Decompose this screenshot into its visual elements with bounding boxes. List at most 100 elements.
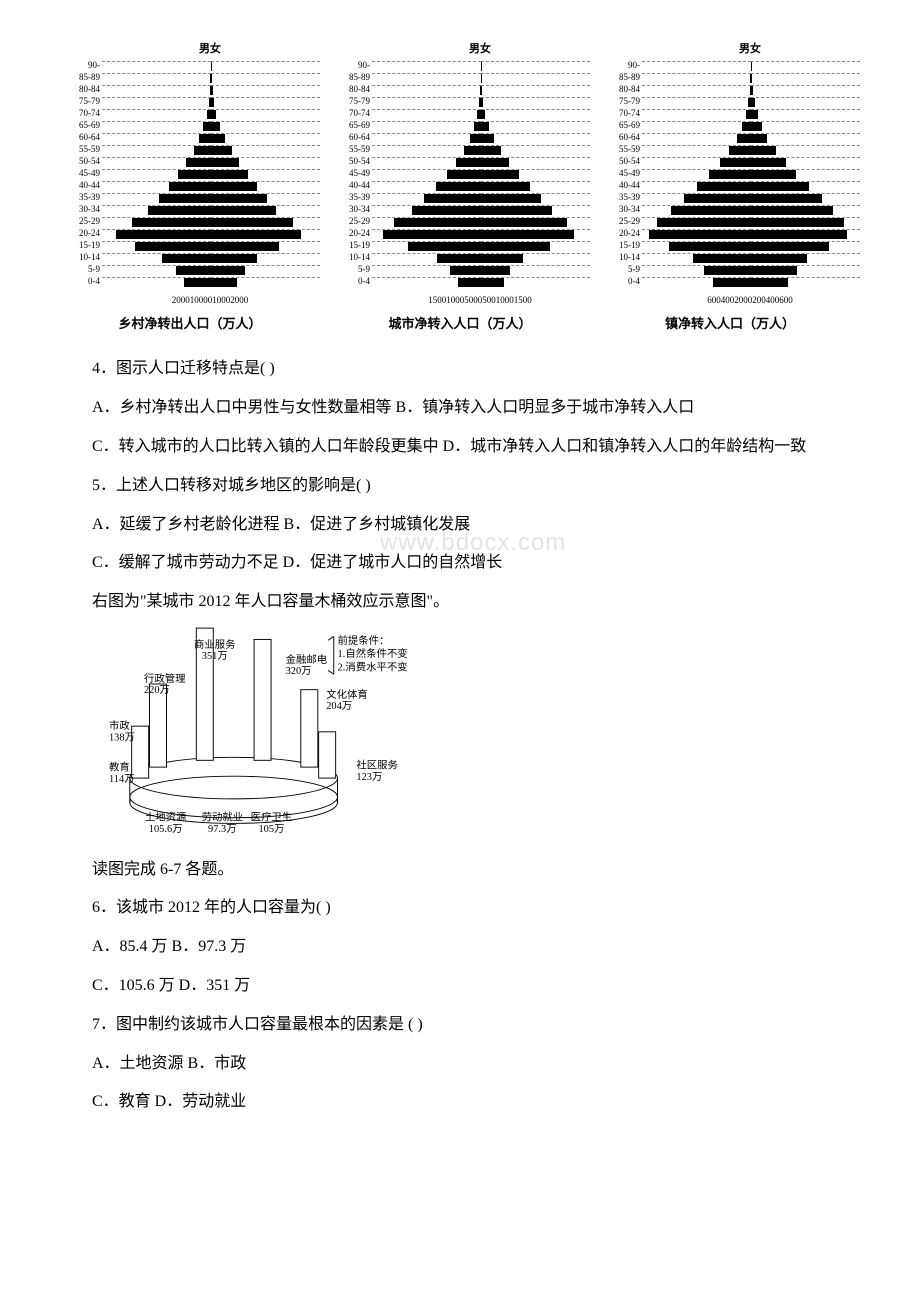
pyramid-female-bar — [211, 265, 320, 275]
pyramid-female-bar — [481, 169, 590, 179]
pyramid-male-bar — [372, 169, 481, 179]
pyramid-male-bar — [642, 181, 751, 191]
svg-text:220万: 220万 — [144, 685, 170, 696]
pyramid-female-bar — [481, 205, 590, 215]
pyramid-age-label: 30-34 — [330, 205, 372, 214]
q4-options-ab: A．乡村净转出人口中男性与女性数量相等 B．镇净转入人口明显多于城市净转入人口 — [60, 394, 860, 423]
pyramid-age-label: 65-69 — [60, 121, 102, 130]
pyramid-female-bar — [751, 217, 860, 227]
pyramid-female-bar — [481, 61, 590, 71]
pyramid-female-bar — [211, 109, 320, 119]
pyramid-male-bar — [102, 73, 211, 83]
pyramid-male-bar — [642, 61, 751, 71]
pyramid-age-label: 65-69 — [600, 121, 642, 130]
pyramid-male-bar — [102, 133, 211, 143]
pyramid-male-bar — [102, 217, 211, 227]
pyramid-male-bar — [102, 241, 211, 251]
pyramid-age-label: 70-74 — [60, 109, 102, 118]
pyramid-female-bar — [211, 157, 320, 167]
q6-stem: 6．该城市 2012 年的人口容量为( ) — [60, 894, 860, 923]
pyramid-age-label: 85-89 — [330, 73, 372, 82]
svg-text:351万: 351万 — [202, 651, 228, 662]
pyramid-age-label: 35-39 — [600, 193, 642, 202]
svg-text:320万: 320万 — [286, 666, 312, 677]
svg-text:市政: 市政 — [109, 719, 130, 732]
pyramid-male-bar — [642, 169, 751, 179]
q7-stem: 7．图中制约该城市人口容量最根本的因素是 ( ) — [60, 1011, 860, 1040]
pyramid-age-label: 85-89 — [60, 73, 102, 82]
pyramid-female-bar — [751, 157, 860, 167]
pyramid-female-bar — [211, 85, 320, 95]
pyramid-female-bar — [211, 73, 320, 83]
pyramid-female-bar — [481, 241, 590, 251]
q7-options-cd: C．教育 D．劳动就业 — [60, 1088, 860, 1117]
q7-options-ab: A．土地资源 B．市政 — [60, 1050, 860, 1079]
pyramid-age-label: 60-64 — [330, 133, 372, 142]
pyramid-female-bar — [481, 121, 590, 131]
pyramid-female-bar — [211, 133, 320, 143]
pyramid-age-label: 90- — [600, 61, 642, 70]
pyramid-age-label: 30-34 — [60, 205, 102, 214]
pyramid-age-label: 50-54 — [60, 157, 102, 166]
q5-options-cd: C．缓解了城市劳动力不足 D．促进了城市人口的自然增长 — [60, 549, 860, 578]
pyramid-male-bar — [102, 85, 211, 95]
pyramid-age-label: 80-84 — [330, 85, 372, 94]
pyramid-age-label: 55-59 — [60, 145, 102, 154]
pyramid-age-label: 45-49 — [600, 169, 642, 178]
pyramid-age-label: 40-44 — [600, 181, 642, 190]
pyramid-male-bar — [642, 253, 751, 263]
pyramid-male-bar — [372, 205, 481, 215]
pyramid-male-bar — [372, 97, 481, 107]
pyramid-charts-row: 男女90-85-8980-8475-7970-7465-6960-6455-59… — [60, 40, 860, 335]
svg-text:金融邮电: 金融邮电 — [286, 653, 328, 666]
svg-text:教育: 教育 — [109, 761, 130, 774]
pyramid-female-bar — [211, 217, 320, 227]
pyramid-female-bar — [211, 229, 320, 239]
pyramid-male-bar — [102, 145, 211, 155]
pyramid-female-bar — [211, 205, 320, 215]
pyramid-male-bar — [642, 205, 751, 215]
pyramid-age-label: 80-84 — [60, 85, 102, 94]
pyramid-male-bar — [372, 181, 481, 191]
pyramid-male-bar — [642, 265, 751, 275]
pyramid-female-bar — [751, 229, 860, 239]
pyramid-age-label: 10-14 — [600, 253, 642, 262]
pyramid-female-bar — [481, 253, 590, 263]
pyramid-female-bar — [751, 133, 860, 143]
pyramid-female-label: 女 — [210, 40, 221, 60]
pyramid-male-bar — [372, 121, 481, 131]
pyramid-female-bar — [211, 61, 320, 71]
pyramid-age-label: 15-19 — [600, 241, 642, 250]
pyramid-female-bar — [751, 169, 860, 179]
pyramid-female-bar — [751, 253, 860, 263]
pyramid-male-bar — [102, 109, 211, 119]
pyramid-age-label: 25-29 — [330, 217, 372, 226]
pyramid-male-bar — [642, 229, 751, 239]
pyramid-female-bar — [211, 193, 320, 203]
read-note: 读图完成 6-7 各题。 — [60, 856, 860, 885]
pyramid-male-bar — [642, 97, 751, 107]
pyramid-male-bar — [372, 229, 481, 239]
q6-options-ab: A．85.4 万 B．97.3 万 — [60, 933, 860, 962]
pyramid-caption: 镇净转入人口（万人） — [665, 312, 795, 335]
pyramid-age-label: 40-44 — [60, 181, 102, 190]
svg-text:138万: 138万 — [109, 732, 135, 743]
pyramid-chart-city-in: 男女90-85-8980-8475-7970-7465-6960-6455-59… — [330, 40, 590, 335]
pyramid-xaxis: 6004002000200400600 — [707, 292, 793, 308]
watermark-region: A．延缓了乡村老龄化进程 B．促进了乡村城镇化发展 C．缓解了城市劳动力不足 D… — [60, 511, 860, 579]
pyramid-age-label: 25-29 — [600, 217, 642, 226]
pyramid-age-label: 5-9 — [60, 265, 102, 274]
pyramid-age-label: 50-54 — [600, 157, 642, 166]
pyramid-xaxis: 15001000500050010001500 — [428, 292, 532, 308]
pyramid-age-label: 15-19 — [330, 241, 372, 250]
svg-text:204万: 204万 — [326, 701, 352, 712]
pyramid-age-label: 55-59 — [600, 145, 642, 154]
pyramid-age-label: 90- — [330, 61, 372, 70]
pyramid-female-bar — [211, 97, 320, 107]
pyramid-male-bar — [102, 277, 211, 287]
pyramid-male-bar — [372, 265, 481, 275]
q5-stem: 5．上述人口转移对城乡地区的影响是( ) — [60, 472, 860, 501]
pyramid-male-bar — [642, 277, 751, 287]
pyramid-male-bar — [102, 97, 211, 107]
pyramid-age-label: 20-24 — [330, 229, 372, 238]
